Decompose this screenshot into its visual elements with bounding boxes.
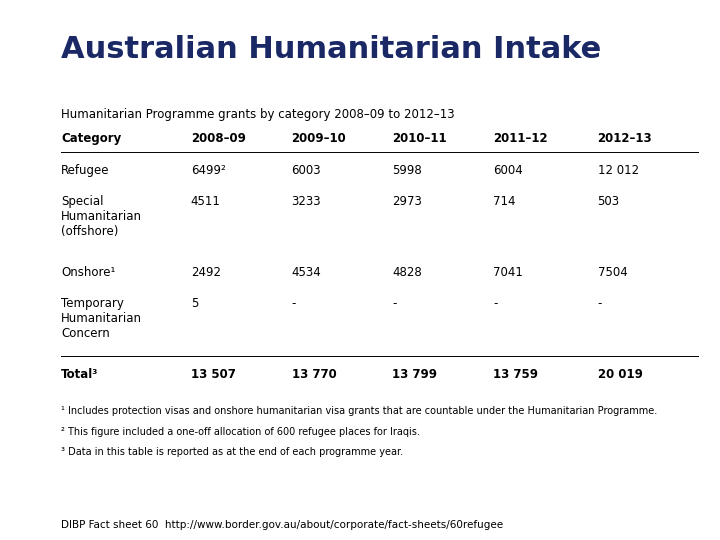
Text: 6003: 6003 xyxy=(292,164,321,177)
Text: Onshore¹: Onshore¹ xyxy=(61,266,116,279)
Text: Temporary
Humanitarian
Concern: Temporary Humanitarian Concern xyxy=(61,297,142,340)
Text: Humanitarian Programme grants by category 2008–09 to 2012–13: Humanitarian Programme grants by categor… xyxy=(61,108,455,121)
Text: 12 012: 12 012 xyxy=(598,164,639,177)
Text: 2012–13: 2012–13 xyxy=(598,132,652,145)
Text: 5998: 5998 xyxy=(392,164,422,177)
Text: 4828: 4828 xyxy=(392,266,422,279)
Text: -: - xyxy=(392,297,397,310)
Text: -: - xyxy=(493,297,498,310)
Text: 714: 714 xyxy=(493,195,516,208)
Text: 3233: 3233 xyxy=(292,195,321,208)
Text: 2973: 2973 xyxy=(392,195,422,208)
Text: 13 759: 13 759 xyxy=(493,368,539,381)
Text: 5: 5 xyxy=(191,297,198,310)
Text: 7504: 7504 xyxy=(598,266,627,279)
Text: 4511: 4511 xyxy=(191,195,220,208)
Text: Special
Humanitarian
(offshore): Special Humanitarian (offshore) xyxy=(61,195,142,239)
Text: 6499²: 6499² xyxy=(191,164,225,177)
Text: 13 770: 13 770 xyxy=(292,368,336,381)
Text: 13 507: 13 507 xyxy=(191,368,235,381)
Text: DIBP Fact sheet 60  http://www.border.gov.au/about/corporate/fact-sheets/60refug: DIBP Fact sheet 60 http://www.border.gov… xyxy=(61,520,503,530)
Text: 13 799: 13 799 xyxy=(392,368,438,381)
Text: 503: 503 xyxy=(598,195,620,208)
Text: 2011–12: 2011–12 xyxy=(493,132,548,145)
Text: 2492: 2492 xyxy=(191,266,221,279)
Text: Refugee: Refugee xyxy=(61,164,109,177)
Text: 7041: 7041 xyxy=(493,266,523,279)
Text: 6004: 6004 xyxy=(493,164,523,177)
Text: Total³: Total³ xyxy=(61,368,99,381)
Text: 2009–10: 2009–10 xyxy=(292,132,346,145)
Text: ³ Data in this table is reported as at the end of each programme year.: ³ Data in this table is reported as at t… xyxy=(61,447,403,457)
Text: Category: Category xyxy=(61,132,122,145)
Text: 2010–11: 2010–11 xyxy=(392,132,447,145)
Text: ¹ Includes protection visas and onshore humanitarian visa grants that are counta: ¹ Includes protection visas and onshore … xyxy=(61,406,657,416)
Text: Australian Humanitarian Intake: Australian Humanitarian Intake xyxy=(61,35,601,64)
Text: -: - xyxy=(292,297,296,310)
Text: -: - xyxy=(598,297,602,310)
Text: 2008–09: 2008–09 xyxy=(191,132,246,145)
Text: 20 019: 20 019 xyxy=(598,368,642,381)
Text: 4534: 4534 xyxy=(292,266,321,279)
Text: ² This figure included a one-off allocation of 600 refugee places for Iraqis.: ² This figure included a one-off allocat… xyxy=(61,427,420,437)
